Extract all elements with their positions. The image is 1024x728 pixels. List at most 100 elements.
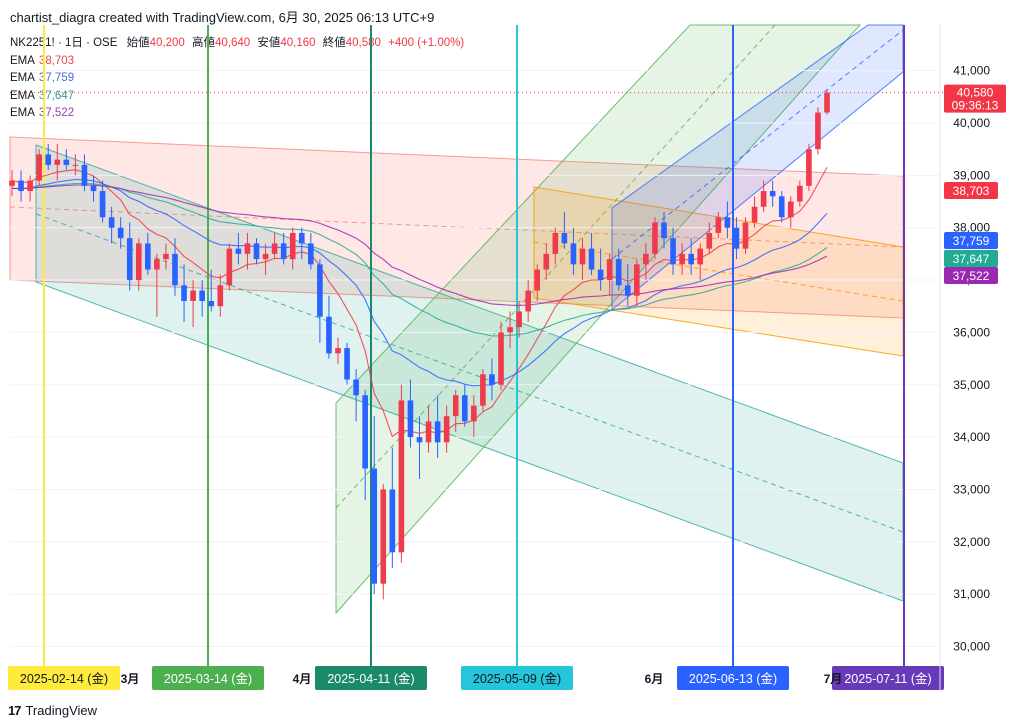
candle-body bbox=[733, 227, 740, 249]
price-tick-label: 33,000 bbox=[953, 482, 990, 496]
candle-body bbox=[9, 180, 15, 186]
candle-body bbox=[751, 206, 758, 223]
candle-body bbox=[226, 248, 233, 286]
candle-body bbox=[588, 248, 595, 270]
vline-label-bg bbox=[677, 666, 789, 690]
candle-body bbox=[606, 259, 613, 281]
low-label: 安値 bbox=[257, 37, 281, 49]
candle-body bbox=[235, 248, 242, 254]
candle-body bbox=[217, 285, 224, 307]
ema-value-1: 38,703 bbox=[38, 54, 75, 67]
candle-body bbox=[579, 248, 586, 265]
tradingview-logo-icon: 17 bbox=[8, 703, 22, 718]
ema-line-2 bbox=[11, 178, 828, 387]
candle-body bbox=[552, 232, 559, 254]
month-label: 4月 bbox=[293, 672, 312, 686]
candle-body bbox=[706, 232, 713, 249]
ema-value-4: 37,522 bbox=[38, 107, 75, 119]
vline-label-bg bbox=[832, 666, 944, 690]
candle-body bbox=[154, 259, 160, 270]
ema-badge-value-1: 38,703 bbox=[953, 184, 990, 198]
symbol-label[interactable]: NK2251! · 1日 · OSE bbox=[10, 37, 118, 49]
regression-channels bbox=[9, 24, 904, 615]
date-vlines[interactable]: 2025-02-14 (金) 2025-03-14 (金) 2025-04-11 (… bbox=[8, 25, 944, 690]
chart-header: chartist_diagra created with TradingView… bbox=[10, 10, 435, 25]
candle-body bbox=[715, 217, 722, 233]
time-axis[interactable]: 3月 4月 6月 7月 bbox=[121, 672, 843, 686]
candle-body bbox=[443, 416, 450, 443]
candle-body bbox=[298, 232, 305, 244]
candle-body bbox=[262, 253, 269, 260]
candle-body bbox=[253, 243, 260, 260]
vline-label: 2025-07-11 (金) bbox=[844, 671, 931, 686]
candle-body bbox=[797, 185, 803, 202]
open-label: 始値 bbox=[126, 37, 150, 49]
ema-badge-value-4: 37,522 bbox=[953, 269, 990, 283]
candle-body bbox=[507, 327, 513, 333]
candle-body bbox=[244, 243, 251, 254]
candle-body bbox=[760, 191, 767, 207]
candle-body bbox=[724, 217, 731, 228]
channel-3 bbox=[335, 24, 862, 615]
vline-label: 2025-06-13 (金) bbox=[689, 671, 777, 686]
candle-body bbox=[742, 222, 749, 249]
candle-body bbox=[661, 222, 667, 239]
candle-body bbox=[317, 264, 323, 317]
candle-body bbox=[63, 159, 70, 165]
vline-label: 2025-02-14 (金) bbox=[20, 671, 108, 686]
ema-row-4[interactable]: EMA 37,522 bbox=[10, 105, 464, 123]
candle-body bbox=[778, 196, 785, 218]
vline-label-bg bbox=[152, 666, 264, 690]
candle-body bbox=[45, 154, 52, 165]
ema-label: EMA bbox=[10, 54, 35, 67]
candle-body bbox=[525, 290, 531, 312]
price-axis[interactable]: 41,00040,00039,00038,00037,00036,00035,0… bbox=[10, 25, 1006, 690]
candle-body bbox=[534, 269, 541, 291]
candle-body bbox=[135, 243, 142, 281]
ema-badge-value-2: 37,759 bbox=[953, 234, 990, 248]
candle-body bbox=[145, 243, 151, 270]
ema-label: EMA bbox=[10, 89, 35, 102]
candle-body bbox=[72, 164, 79, 166]
candle-body bbox=[308, 243, 314, 265]
channel-midline-5 bbox=[611, 29, 904, 260]
price-tick-label: 32,000 bbox=[953, 535, 990, 549]
candle-body bbox=[480, 374, 486, 406]
candle-body bbox=[597, 269, 604, 281]
tradingview-footer[interactable]: 17 TradingView bbox=[8, 703, 97, 718]
candle-body bbox=[624, 285, 631, 296]
ema-value-2: 37,759 bbox=[38, 72, 75, 84]
vline-label-bg bbox=[315, 666, 427, 690]
ema-row-1[interactable]: EMA 38,703 bbox=[10, 53, 464, 71]
close-label: 終値 bbox=[322, 37, 346, 49]
candle-body bbox=[815, 112, 821, 150]
ema-value-3: 37,647 bbox=[38, 89, 75, 102]
price-tick-label: 39,000 bbox=[953, 168, 990, 182]
candle-body bbox=[208, 300, 215, 307]
candle-body bbox=[280, 243, 287, 260]
high-value: 40,640 bbox=[214, 37, 251, 49]
ema-label: EMA bbox=[10, 107, 35, 119]
month-label: 7月 bbox=[824, 672, 843, 686]
candle-body bbox=[353, 379, 359, 396]
ema-row-3[interactable]: EMA 37,647 bbox=[10, 88, 464, 106]
candle-body bbox=[172, 253, 178, 286]
candle-body bbox=[90, 185, 97, 192]
candle-body bbox=[362, 395, 368, 469]
candle-body bbox=[570, 243, 577, 265]
candle-body bbox=[271, 243, 278, 254]
ema-row-2[interactable]: EMA 37,759 bbox=[10, 70, 464, 88]
candle-body bbox=[190, 290, 196, 301]
candle-body bbox=[326, 316, 332, 354]
low-value: 40,160 bbox=[280, 37, 316, 49]
candle-body bbox=[199, 290, 205, 301]
candle-body bbox=[416, 437, 423, 443]
candle-body bbox=[407, 400, 414, 438]
price-tick-label: 41,000 bbox=[953, 64, 990, 78]
change-value: +400 (+1.00%) bbox=[388, 37, 465, 49]
candle-body bbox=[643, 253, 649, 265]
candle-body bbox=[489, 374, 495, 385]
candle-body bbox=[425, 421, 432, 443]
candle-body bbox=[181, 285, 187, 301]
